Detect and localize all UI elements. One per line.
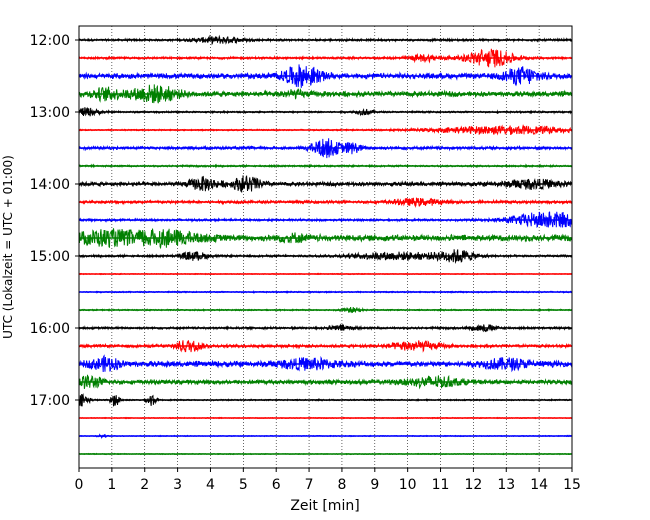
x-tick-label: 3 [173, 477, 182, 493]
x-tick-label: 0 [75, 477, 84, 493]
x-tick-label: 10 [399, 477, 417, 493]
trace-line [78, 84, 573, 104]
x-tick-label: 12 [464, 477, 482, 493]
x-tick-label: 1 [107, 477, 116, 493]
x-tick-label: 2 [140, 477, 149, 493]
x-tick-label: 5 [239, 477, 248, 493]
plot-border [78, 25, 573, 469]
x-tick-label: 8 [337, 477, 346, 493]
y-tick-label: 17:00 [30, 393, 70, 409]
y-tick-label: 16:00 [30, 321, 70, 337]
plot-area [79, 26, 572, 468]
trace-line [78, 228, 573, 250]
trace-line [78, 354, 573, 373]
x-tick-label: 9 [370, 477, 379, 493]
x-tick-label: 14 [530, 477, 548, 493]
y-tick-label: 15:00 [30, 249, 70, 265]
traces [78, 34, 573, 456]
x-axis: 0 1 2 3 4 5 6 7 8 9 10 11 12 13 14 15 [75, 468, 581, 493]
y-tick-label: 13:00 [30, 105, 70, 121]
y-axis: 12:00 13:00 14:00 15:00 16:00 17:00 [30, 33, 79, 409]
x-tick-label: 15 [563, 477, 581, 493]
x-tick-label: 4 [206, 477, 215, 493]
y-axis-label: UTC (Lokalzeit = UTC + 01:00) [1, 155, 15, 339]
x-tick-label: 6 [272, 477, 281, 493]
x-tick-label: 7 [305, 477, 314, 493]
x-tick-label: 13 [497, 477, 515, 493]
y-tick-label: 14:00 [30, 177, 70, 193]
x-axis-label: Zeit [min] [290, 498, 359, 514]
y-tick-label: 12:00 [30, 33, 70, 49]
x-tick-label: 11 [432, 477, 450, 493]
